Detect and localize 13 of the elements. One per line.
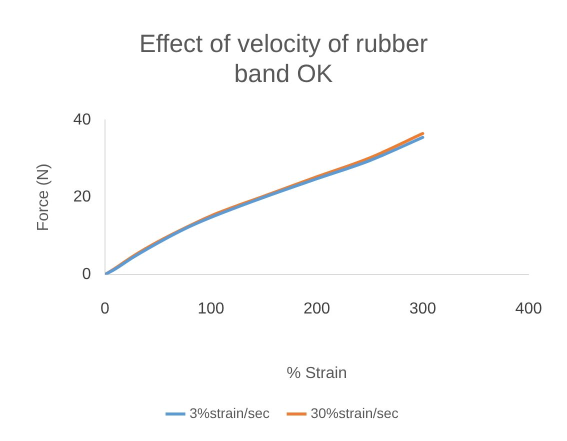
y-tick-label: 0 xyxy=(82,266,92,284)
x-tick-label: 100 xyxy=(198,300,224,318)
y-axis-title: Force (N) xyxy=(35,164,52,232)
x-tick-label: 200 xyxy=(303,300,330,318)
y-tick-label: 20 xyxy=(73,188,92,206)
x-tick-label: 400 xyxy=(515,300,542,318)
chart-title: Effect of velocity of rubber band OK xyxy=(139,30,428,88)
x-axis-title: % Strain xyxy=(286,364,348,382)
x-tick-label: 0 xyxy=(100,300,110,318)
x-tick-label: 300 xyxy=(409,300,436,318)
legend-label: 3%strain/sec xyxy=(189,404,270,421)
legend-label: 30%strain/sec xyxy=(310,404,399,421)
y-tick-label: 40 xyxy=(73,111,92,128)
